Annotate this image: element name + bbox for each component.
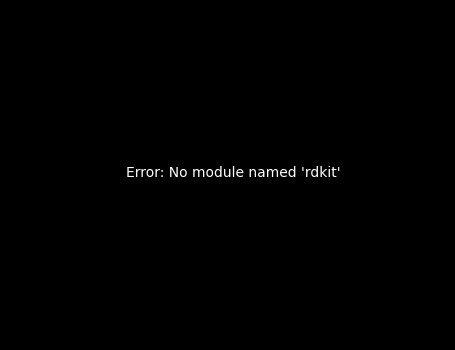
Text: Error: No module named 'rdkit': Error: No module named 'rdkit' xyxy=(126,166,340,180)
